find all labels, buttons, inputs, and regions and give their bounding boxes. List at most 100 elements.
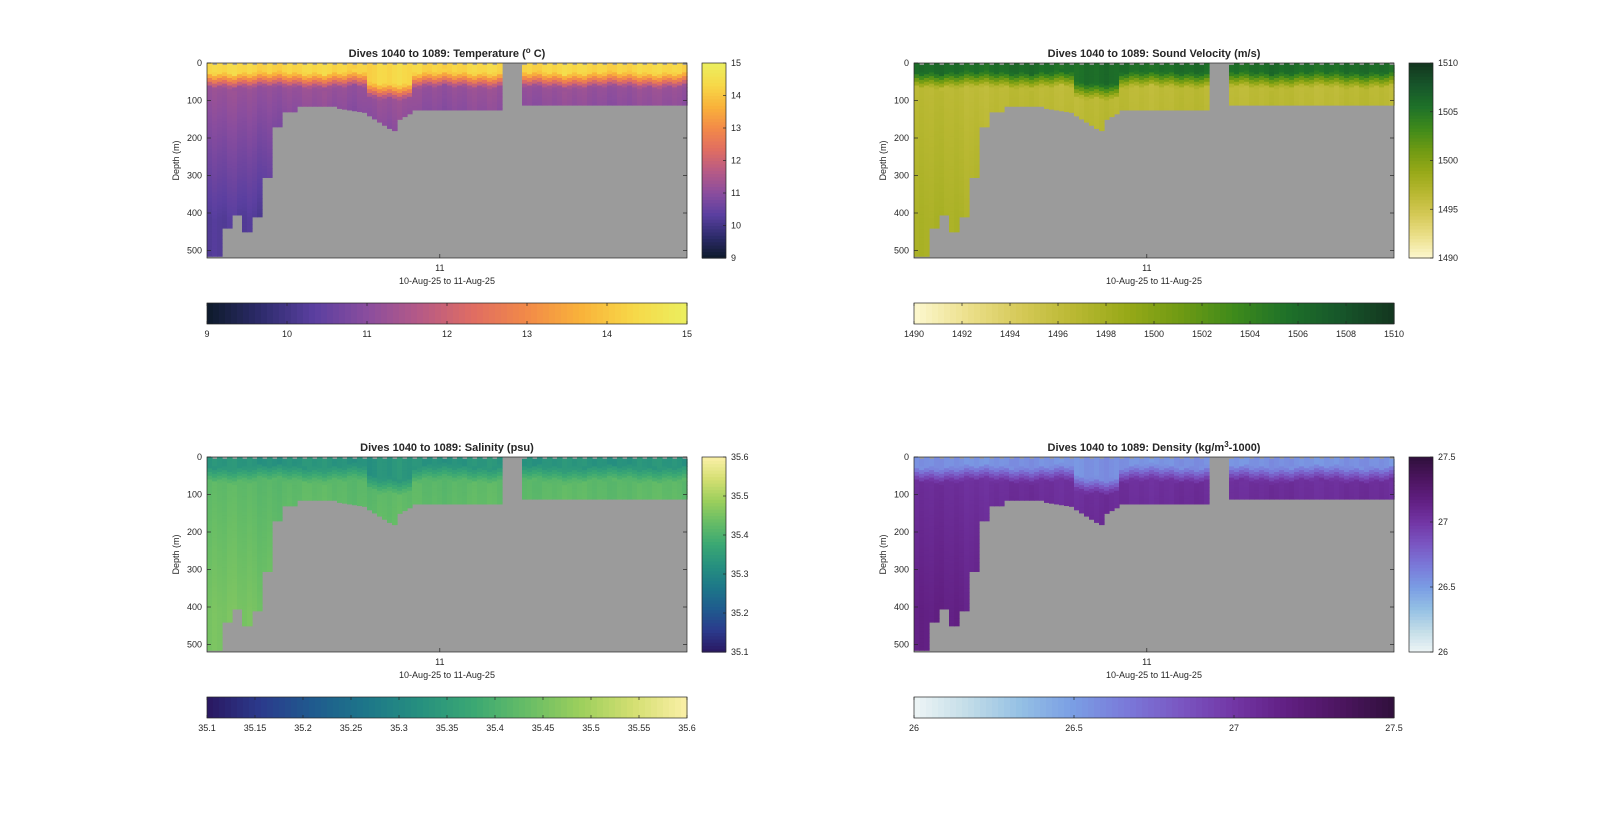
heatmap-cell: [1069, 72, 1075, 77]
heatmap-cell: [432, 87, 438, 92]
heatmap-cell: [252, 87, 258, 92]
heatmap-cell: [592, 83, 598, 88]
heatmap-cell: [372, 473, 378, 479]
heatmap-cell: [362, 76, 368, 81]
colorbar-segment: [579, 303, 586, 324]
heatmap-cell: [267, 498, 273, 503]
heatmap-cell: [242, 496, 248, 501]
heatmap-cell: [222, 545, 228, 550]
heatmap-cell: [1069, 91, 1075, 96]
heatmap-cell: [1079, 94, 1085, 100]
heatmap-cell: [1319, 94, 1325, 100]
heatmap-cell: [939, 102, 945, 107]
heatmap-cell: [212, 94, 218, 100]
heatmap-cell: [602, 76, 608, 81]
heatmap-cell: [272, 466, 278, 471]
heatmap-cell: [1319, 98, 1325, 103]
colorbar-segment: [549, 303, 556, 324]
heatmap-cell: [427, 460, 433, 466]
heatmap-cell: [247, 205, 253, 210]
heatmap-cell: [1174, 104, 1180, 109]
heatmap-cell: [577, 96, 583, 102]
heatmap-cell: [934, 111, 940, 117]
heatmap-cell: [964, 198, 970, 203]
heatmap-cell: [222, 515, 228, 520]
heatmap-cell: [974, 63, 980, 68]
heatmap-cell: [407, 63, 413, 68]
heatmap-cell: [627, 96, 633, 102]
heatmap-cell: [672, 91, 678, 96]
heatmap-cell: [467, 498, 473, 503]
heatmap-cell: [602, 94, 608, 100]
heatmap-cell: [939, 192, 945, 197]
heatmap-cell: [1054, 63, 1060, 68]
heatmap-cell: [1374, 74, 1380, 79]
heatmap-cell: [919, 229, 925, 235]
heatmap-cell: [257, 539, 263, 544]
heatmap-cell: [267, 119, 273, 124]
heatmap-cell: [1289, 87, 1295, 92]
x-tick-label: 11: [1142, 263, 1151, 273]
colorbar-segment: [702, 141, 726, 145]
heatmap-cell: [949, 109, 955, 115]
heatmap-cell: [457, 483, 463, 488]
heatmap-cell: [602, 470, 608, 475]
heatmap-cell: [497, 108, 503, 111]
heatmap-cell: [282, 496, 288, 501]
heatmap-cell: [367, 93, 373, 98]
heatmap-cell: [607, 464, 613, 469]
heatmap-cell: [227, 599, 233, 604]
heatmap-cell: [257, 460, 263, 466]
heatmap-cell: [612, 72, 618, 77]
heatmap-cell: [944, 93, 950, 98]
heatmap-cell: [402, 91, 408, 96]
heatmap-cell: [964, 78, 970, 83]
heatmap-cell: [437, 502, 443, 505]
heatmap-cell: [607, 66, 613, 72]
heatmap-cell: [257, 93, 263, 98]
heatmap-cell: [522, 485, 528, 490]
heatmap-cell: [267, 134, 273, 139]
heatmap-cell: [247, 472, 253, 477]
heatmap-cell: [312, 68, 318, 73]
heatmap-cell: [407, 464, 413, 469]
heatmap-cell: [567, 66, 573, 72]
heatmap-cell: [247, 502, 253, 507]
heatmap-cell: [232, 522, 238, 527]
heatmap-cell: [212, 188, 218, 193]
colorbar-segment: [1409, 180, 1433, 184]
heatmap-cell: [934, 78, 940, 83]
colorbar-segment: [1220, 303, 1227, 324]
heatmap-cell: [527, 494, 533, 499]
heatmap-cell: [207, 100, 213, 105]
heatmap-cell: [382, 87, 388, 92]
heatmap-cell: [984, 115, 990, 120]
heatmap-cell: [969, 128, 975, 133]
heatmap-cell: [677, 104, 683, 106]
heatmap-cell: [662, 72, 668, 77]
heatmap-cell: [312, 94, 318, 100]
heatmap-cell: [237, 513, 243, 518]
heatmap-cell: [1079, 98, 1085, 103]
colorbar-segment: [447, 303, 454, 324]
heatmap-cell: [432, 98, 438, 103]
heatmap-cell: [357, 483, 363, 488]
heatmap-cell: [1174, 93, 1180, 98]
heatmap-cell: [262, 117, 268, 122]
heatmap-cell: [1269, 72, 1275, 77]
heatmap-cell: [642, 102, 648, 106]
heatmap-cell: [1349, 68, 1355, 73]
heatmap-cell: [492, 485, 498, 490]
heatmap-cell: [652, 79, 658, 85]
heatmap-cell: [1089, 76, 1095, 81]
heatmap-cell: [337, 63, 343, 68]
heatmap-cell: [277, 85, 283, 90]
heatmap-cell: [242, 169, 248, 175]
y-tick-label: 100: [894, 96, 909, 106]
heatmap-cell: [1279, 102, 1285, 106]
colorbar-segment: [1376, 303, 1383, 324]
heatmap-cell: [607, 472, 613, 477]
heatmap-cell: [914, 164, 920, 169]
heatmap-cell: [322, 485, 328, 490]
heatmap-cell: [242, 222, 248, 227]
